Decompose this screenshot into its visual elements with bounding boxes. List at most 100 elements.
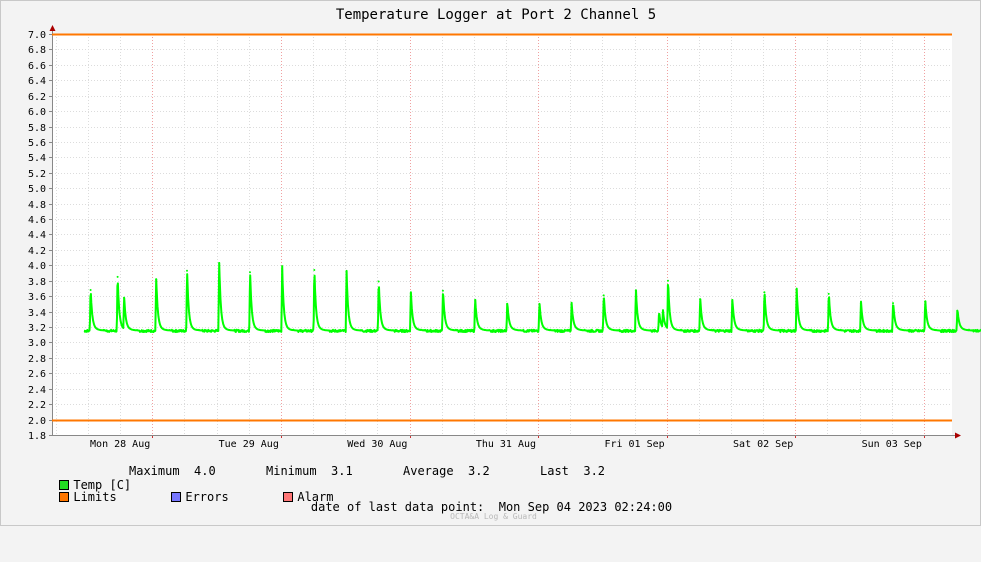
y-tick-label: 4.0 xyxy=(28,261,46,272)
stat-maximum-label: Maximum xyxy=(129,464,180,478)
y-tick-label: 7.0 xyxy=(28,30,46,41)
chart-frame: 7.0 6.8 6.6 6.4 6.2 6.0 5.8 5.6 5.4 5.2 5.0 4.8 4.6 4… xyxy=(0,0,981,526)
legend-item-alarm: Alarm xyxy=(240,476,333,518)
data-point xyxy=(409,292,412,295)
y-tick-label: 6.6 xyxy=(28,61,46,72)
stat-last: Last 3.2 xyxy=(540,464,605,478)
stat-maximum: Maximum 4.0 xyxy=(129,464,216,478)
x-tick-label: Wed 30 Aug xyxy=(347,439,407,450)
last-data-point-label: date of last data point: xyxy=(310,500,485,514)
y-tick-label: 3.4 xyxy=(28,308,46,319)
data-point xyxy=(506,302,509,305)
last-data-point-value: Mon Sep 04 2023 02:24:00 xyxy=(498,500,673,514)
stat-minimum: Minimum 3.1 xyxy=(266,464,353,478)
x-tick-label: Tue 29 Aug xyxy=(219,439,279,450)
data-point xyxy=(956,309,959,312)
y-tick-label: 3.0 xyxy=(28,338,46,349)
legend-item-temp: Temp [C] xyxy=(16,464,131,506)
data-point xyxy=(218,262,221,264)
data-point xyxy=(281,269,284,271)
x-tick-label: Mon 28 Aug xyxy=(90,439,150,450)
y-tick-label: 6.2 xyxy=(28,92,46,103)
data-point xyxy=(602,294,605,297)
data-point xyxy=(570,304,573,307)
legend-item-errors: Errors xyxy=(128,476,229,518)
series-line-temp xyxy=(83,262,981,334)
last-data-point: date of last data point: Mon Sep 04 2023… xyxy=(1,500,981,514)
data-point xyxy=(123,296,125,299)
y-tick-label: 2.4 xyxy=(28,385,46,396)
x-tick-label: Sun 03 Sep xyxy=(862,439,922,450)
data-point xyxy=(249,271,251,274)
y-tick-label: 4.8 xyxy=(28,200,46,211)
y-tick-label: 6.8 xyxy=(28,45,46,56)
y-tick-label: 5.6 xyxy=(28,138,46,149)
y-tick-label: 1.8 xyxy=(28,431,46,442)
legend-label-temp: Temp [C] xyxy=(73,478,132,492)
data-point xyxy=(763,291,766,294)
y-axis-arrow xyxy=(49,25,56,31)
y-tick-label: 6.0 xyxy=(28,107,46,118)
data-point xyxy=(441,289,444,292)
legend-swatch-temp xyxy=(59,480,70,490)
data-point xyxy=(89,289,92,291)
x-axis-arrow xyxy=(955,432,961,439)
data-point xyxy=(538,302,541,305)
x-tick-label: Sat 02 Sep xyxy=(733,439,793,450)
stat-last-label: Last xyxy=(540,464,569,478)
legend-label-errors: Errors xyxy=(185,490,229,504)
data-point xyxy=(155,278,158,281)
data-point xyxy=(731,299,734,301)
data-point xyxy=(924,300,927,303)
y-tick-label: 6.4 xyxy=(28,76,46,87)
legend-row-1: Temp [C] Maximum 4.0 Minimum 3.1 Average… xyxy=(16,464,605,562)
legend-swatch-alarm xyxy=(283,492,294,502)
data-point xyxy=(634,289,637,292)
chart-title: Temperature Logger at Port 2 Channel 5 xyxy=(336,7,656,23)
legend-label-limits: Limits xyxy=(73,490,117,504)
x-tick-label: Thu 31 Aug xyxy=(476,439,536,450)
brand-watermark: OCTA&A Log & Guard xyxy=(450,512,537,521)
y-tick-label: 3.6 xyxy=(28,292,46,303)
y-tick-label: 5.8 xyxy=(28,123,46,134)
data-point xyxy=(827,292,830,295)
y-tick-label: 4.4 xyxy=(28,230,46,241)
legend-row-2: Limits Errors Alarm xyxy=(16,476,333,546)
data-point xyxy=(859,302,862,305)
legend-item-limits: Limits xyxy=(16,476,117,518)
x-tick-label: Fri 01 Sep xyxy=(604,439,664,450)
stat-last-value: 3.2 xyxy=(583,464,606,478)
data-point xyxy=(658,312,660,315)
legend-swatch-errors xyxy=(171,492,182,502)
y-tick-label: 2.6 xyxy=(28,369,46,380)
y-tick-label: 4.2 xyxy=(28,246,46,257)
y-tick-label: 3.2 xyxy=(28,323,46,334)
data-point xyxy=(892,302,894,305)
legend-swatch-limits xyxy=(59,492,70,502)
legend-label-alarm: Alarm xyxy=(297,490,334,504)
y-tick-label: 3.8 xyxy=(28,277,46,288)
y-tick-label: 2.0 xyxy=(28,416,46,427)
stat-average-value: 3.2 xyxy=(468,464,490,478)
data-point xyxy=(667,279,669,282)
data-point xyxy=(474,299,477,301)
stat-average-label: Average xyxy=(403,464,454,478)
stat-minimum-value: 3.1 xyxy=(331,464,353,478)
data-point xyxy=(795,289,798,292)
data-point xyxy=(186,269,188,272)
y-tick-label: 2.8 xyxy=(28,354,46,365)
y-tick-label: 2.2 xyxy=(28,400,46,411)
data-point xyxy=(377,280,380,283)
stat-average: Average 3.2 xyxy=(403,464,490,478)
y-tick-label: 5.2 xyxy=(28,169,46,180)
data-point xyxy=(699,298,702,301)
stat-minimum-label: Minimum xyxy=(266,464,317,478)
stat-maximum-value: 4.0 xyxy=(194,464,216,478)
y-tick-label: 5.4 xyxy=(28,153,46,164)
temperature-chart: 7.0 6.8 6.6 6.4 6.2 6.0 5.8 5.6 5.4 5.2 5.0 4.8 4.6 4… xyxy=(28,7,981,450)
data-point xyxy=(345,271,348,274)
y-tick-label: 4.6 xyxy=(28,215,46,226)
data-point xyxy=(116,275,119,278)
data-point xyxy=(313,269,316,271)
y-tick-label: 5.0 xyxy=(28,184,46,195)
